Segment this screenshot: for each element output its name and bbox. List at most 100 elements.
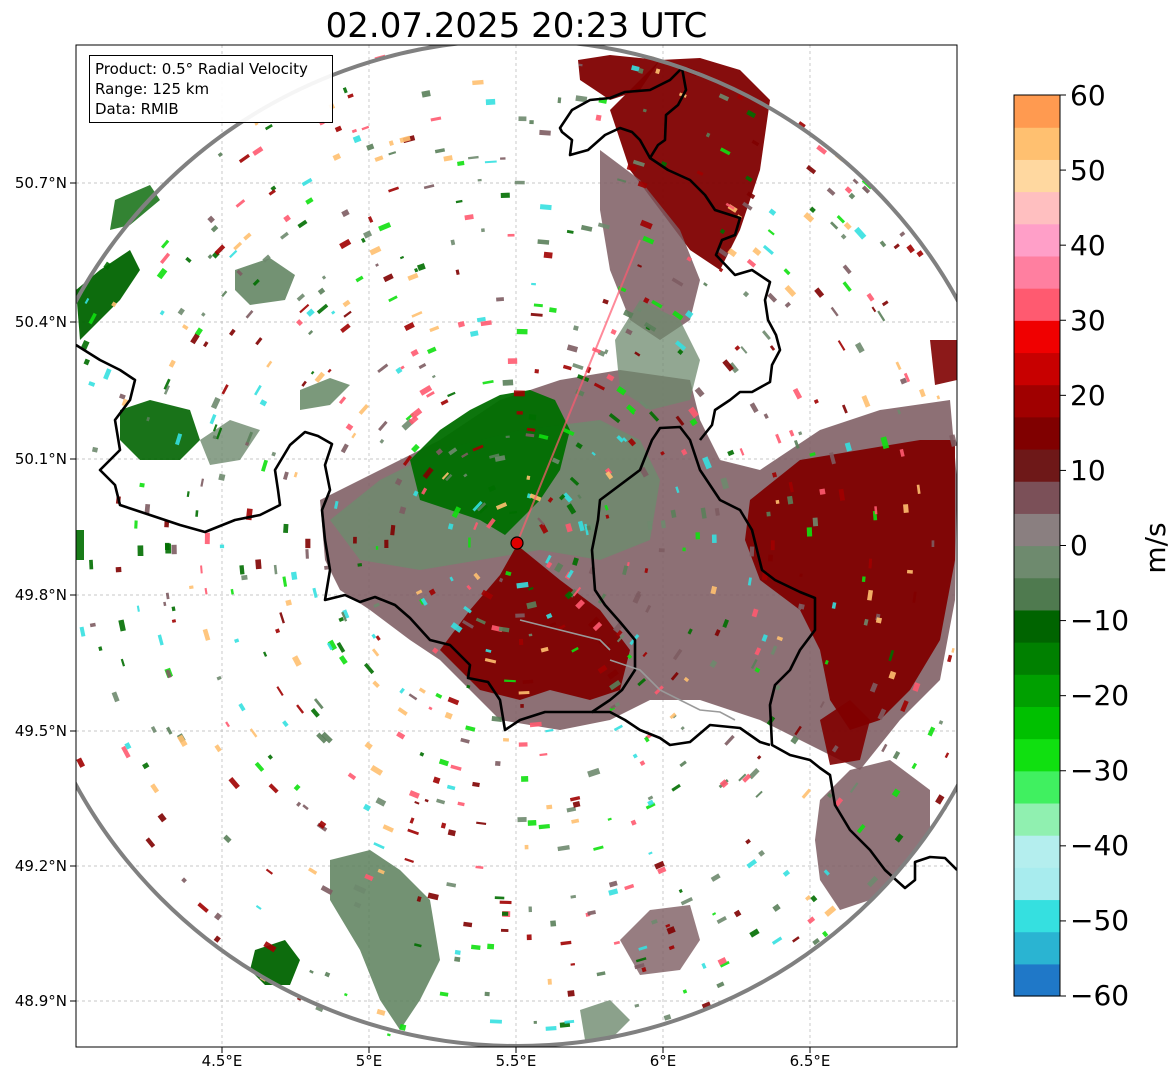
- echo-speckle: [478, 504, 488, 514]
- echo-speckle: [563, 427, 575, 437]
- echo-speckle: [762, 330, 771, 341]
- echo-speckle: [321, 275, 327, 280]
- echo-speckle: [489, 1019, 502, 1024]
- echo-speckle: [450, 622, 463, 633]
- echo-speckle: [238, 153, 250, 164]
- echo-speckle: [584, 523, 589, 536]
- echo-speckle: [936, 395, 941, 400]
- echo-speckle: [675, 486, 680, 494]
- echo-speckle: [783, 268, 791, 276]
- echo-speckle: [525, 433, 535, 438]
- echo-speckle: [772, 903, 781, 912]
- echo-speckle: [496, 297, 505, 302]
- echo-speckle: [480, 320, 492, 327]
- echo-speckle: [607, 669, 619, 680]
- echo-speckle: [658, 548, 665, 553]
- echo-speckle: [202, 628, 211, 641]
- echo-speckle: [801, 788, 812, 799]
- echo-speckle: [738, 773, 747, 782]
- echo-speckle: [769, 345, 776, 351]
- echo-speckle: [159, 310, 165, 316]
- echo-speckle: [543, 251, 553, 259]
- echo-speckle: [663, 1014, 672, 1021]
- echo-speckle: [441, 472, 450, 480]
- echo-speckle: [613, 940, 621, 945]
- echo-speckle: [838, 488, 846, 501]
- echo-speckle: [826, 792, 833, 799]
- echo-sw-green: [76, 530, 84, 560]
- echo-speckle: [342, 299, 351, 308]
- echo-speckle: [263, 941, 277, 953]
- echo-speckle: [164, 542, 170, 551]
- echo-speckle: [526, 427, 536, 432]
- echo-speckle: [557, 624, 566, 631]
- echo-speckle: [520, 704, 524, 708]
- echo-speckle: [207, 254, 213, 260]
- echo-speckle: [634, 1003, 640, 1008]
- echo-speckle: [587, 910, 596, 916]
- echo-speckle: [643, 321, 657, 332]
- echo-speckle: [259, 399, 268, 407]
- echo-speckle: [410, 407, 423, 420]
- lat-ticks: [70, 182, 76, 1002]
- echo-speckle: [455, 199, 463, 204]
- echo-speckle: [163, 378, 171, 390]
- echo-speckle: [142, 762, 150, 770]
- echo-speckle: [534, 368, 540, 374]
- echo-speckle: [645, 604, 652, 613]
- echo-speckle: [951, 647, 955, 653]
- echo-speckle: [529, 120, 534, 125]
- echo-speckle: [899, 448, 905, 457]
- echo-speckle: [254, 384, 262, 396]
- echo-speckle: [342, 609, 350, 619]
- echo-speckle: [239, 565, 245, 575]
- echo-approaching-west3: [110, 185, 160, 230]
- echo-speckle: [171, 619, 177, 623]
- echo-speckle: [421, 487, 428, 495]
- echo-speckle: [947, 654, 953, 663]
- echo-speckle: [763, 413, 769, 420]
- echo-speckle: [165, 669, 172, 679]
- echo-speckle: [557, 97, 562, 104]
- echo-speckle: [186, 491, 190, 498]
- echo-speckle: [569, 795, 581, 802]
- echo-speckle: [718, 93, 730, 102]
- echo-speckle: [403, 322, 415, 332]
- echo-speckle: [539, 753, 548, 757]
- echo-speckle: [175, 433, 183, 446]
- echo-speckle: [751, 608, 759, 618]
- echo-speckle: [507, 358, 518, 365]
- echo-speckle: [657, 866, 667, 875]
- echo-speckle: [494, 455, 506, 462]
- echo-speckle: [451, 506, 462, 519]
- echo-speckle: [810, 895, 818, 903]
- echo-speckle: [347, 772, 357, 781]
- echo-speckle: [671, 277, 684, 287]
- echo-speckle: [912, 591, 917, 603]
- echo-speckle: [255, 904, 262, 910]
- echo-speckle: [159, 252, 171, 265]
- echo-grey-north: [615, 300, 700, 410]
- echo-speckle: [299, 303, 310, 314]
- colorbar-segment: [1014, 802, 1060, 836]
- echo-speckle: [906, 244, 915, 254]
- echo-radial-streak: [516, 239, 641, 544]
- echo-speckle: [326, 642, 333, 651]
- colorbar-segment: [1014, 770, 1060, 804]
- echo-speckle: [754, 647, 762, 656]
- echo-speckle: [218, 473, 226, 481]
- echo-speckle: [252, 146, 264, 156]
- echo-speckle: [911, 762, 918, 770]
- echo-speckle: [505, 435, 510, 439]
- echo-speckle: [340, 323, 351, 334]
- echo-speckle: [539, 129, 551, 136]
- echo-speckle: [639, 219, 653, 230]
- echo-speckle: [464, 214, 474, 221]
- echo-speckle: [630, 819, 637, 826]
- echo-speckle: [373, 842, 385, 850]
- echo-speckle: [575, 389, 585, 397]
- echo-speckle: [745, 175, 753, 183]
- echo-speckle: [608, 413, 621, 424]
- echo-speckle: [261, 459, 269, 472]
- echo-speckle: [682, 989, 688, 994]
